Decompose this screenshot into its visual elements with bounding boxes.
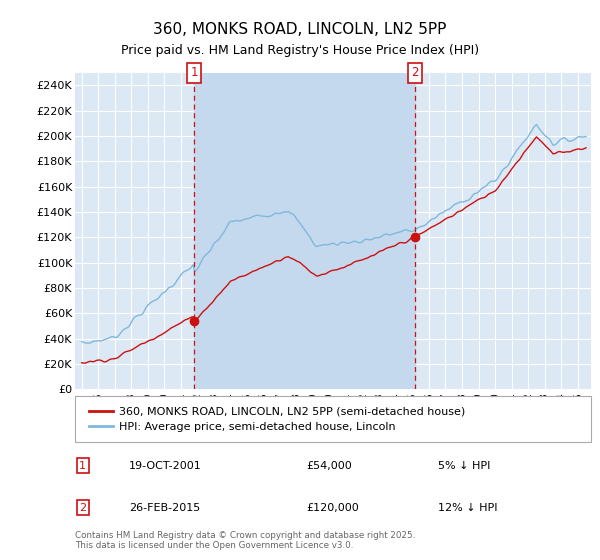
Text: 2: 2 xyxy=(79,503,86,513)
Text: 1: 1 xyxy=(79,461,86,471)
Text: 1: 1 xyxy=(190,66,198,80)
Text: £120,000: £120,000 xyxy=(306,503,359,513)
Text: 12% ↓ HPI: 12% ↓ HPI xyxy=(438,503,497,513)
Text: 5% ↓ HPI: 5% ↓ HPI xyxy=(438,461,490,471)
Text: £54,000: £54,000 xyxy=(306,461,352,471)
Text: 19-OCT-2001: 19-OCT-2001 xyxy=(129,461,202,471)
Text: Contains HM Land Registry data © Crown copyright and database right 2025.
This d: Contains HM Land Registry data © Crown c… xyxy=(75,530,415,550)
Text: Price paid vs. HM Land Registry's House Price Index (HPI): Price paid vs. HM Land Registry's House … xyxy=(121,44,479,57)
Text: 360, MONKS ROAD, LINCOLN, LN2 5PP: 360, MONKS ROAD, LINCOLN, LN2 5PP xyxy=(154,22,446,38)
Text: 2: 2 xyxy=(411,66,419,80)
Text: 26-FEB-2015: 26-FEB-2015 xyxy=(129,503,200,513)
Bar xyxy=(194,73,415,389)
Legend: 360, MONKS ROAD, LINCOLN, LN2 5PP (semi-detached house), HPI: Average price, sem: 360, MONKS ROAD, LINCOLN, LN2 5PP (semi-… xyxy=(86,404,469,435)
